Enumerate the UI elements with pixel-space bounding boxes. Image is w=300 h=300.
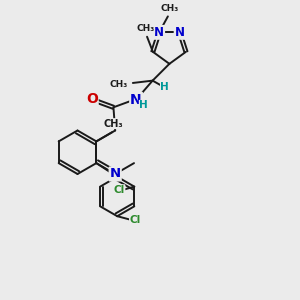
Text: CH₃: CH₃ (136, 24, 155, 33)
Text: O: O (86, 92, 98, 106)
Text: Cl: Cl (130, 215, 141, 225)
Text: N: N (110, 167, 121, 181)
Text: H: H (160, 82, 169, 92)
Text: N: N (175, 26, 184, 39)
Text: CH₃: CH₃ (110, 80, 128, 89)
Text: Cl: Cl (113, 185, 124, 195)
Text: N: N (154, 26, 164, 39)
Text: N: N (130, 93, 142, 107)
Text: CH₃: CH₃ (103, 118, 123, 129)
Text: CH₃: CH₃ (160, 4, 178, 13)
Text: H: H (139, 100, 148, 110)
